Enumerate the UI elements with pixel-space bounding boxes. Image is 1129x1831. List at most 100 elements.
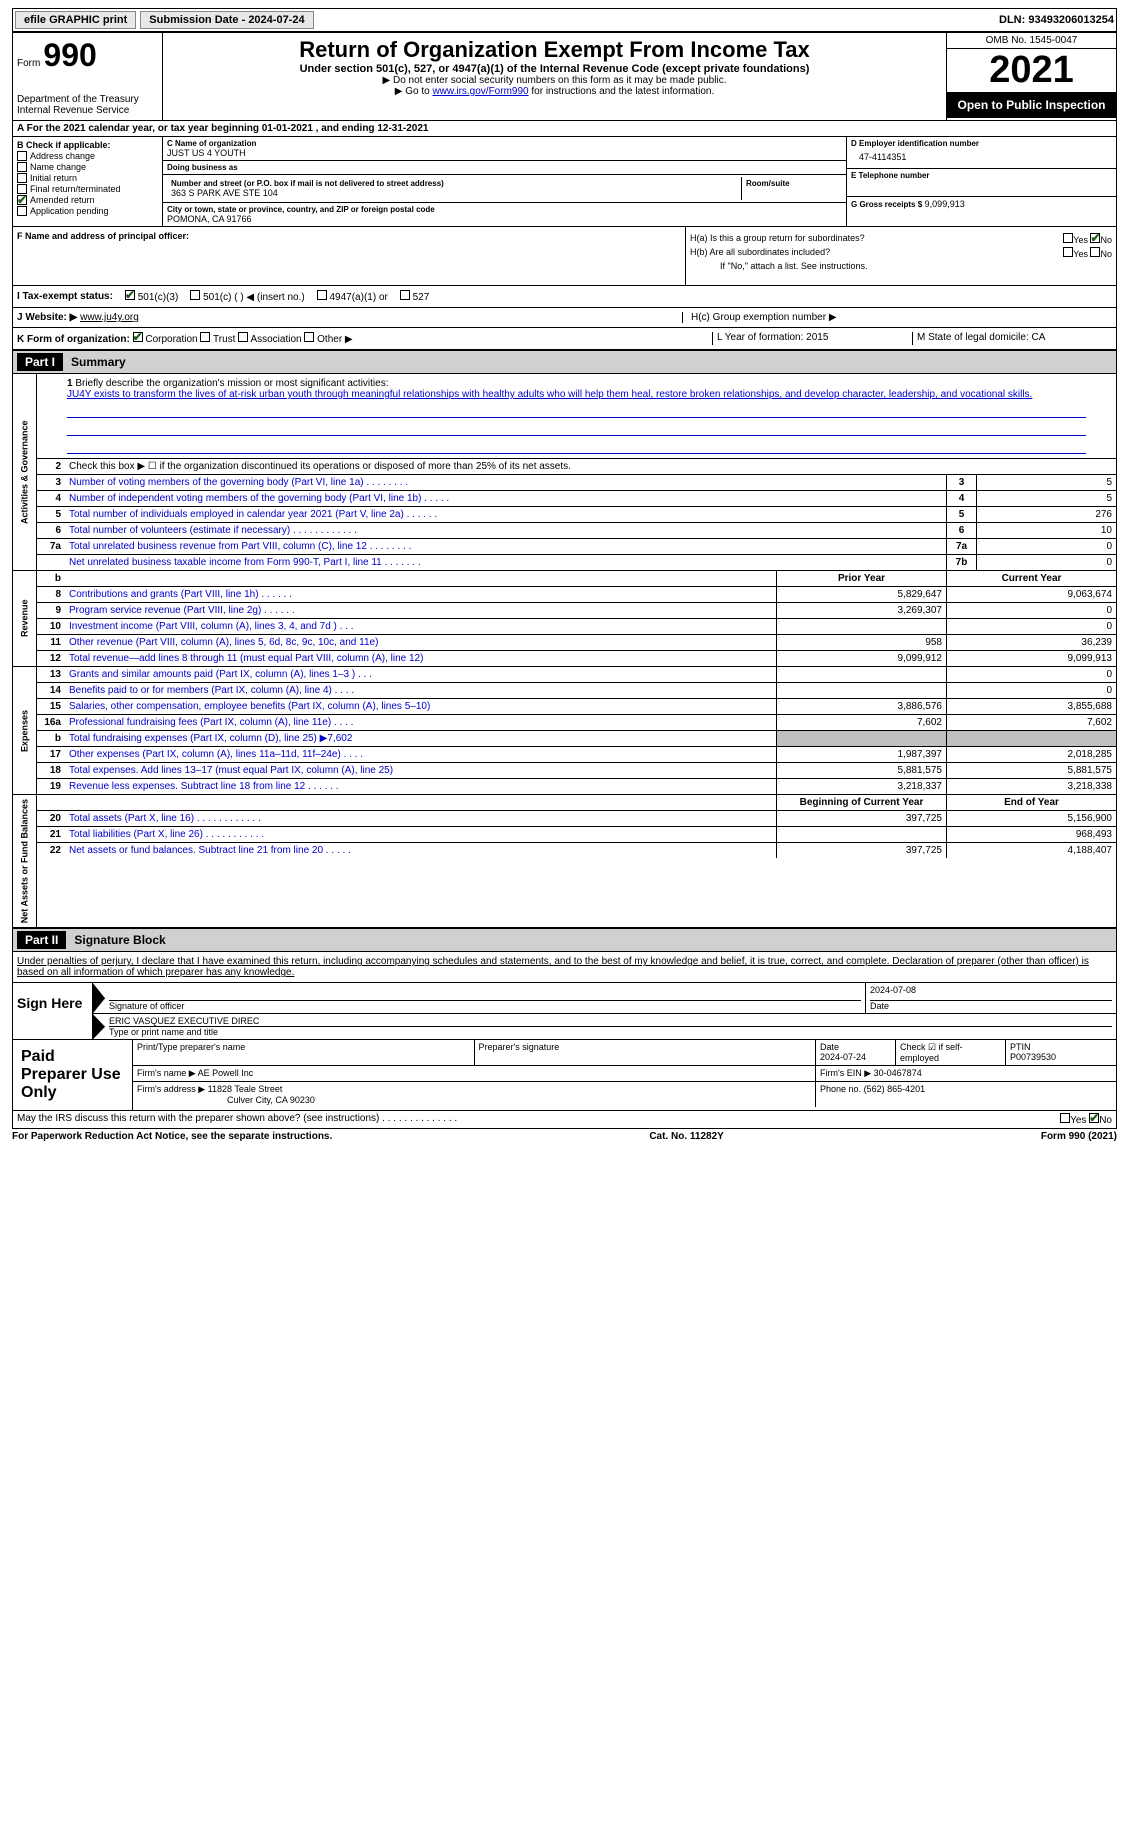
part2-title: Signature Block	[74, 933, 165, 947]
street-value: 363 S PARK AVE STE 104	[171, 188, 737, 198]
cb-assoc[interactable]	[238, 332, 248, 342]
line2-text: Check this box ▶ ☐ if the organization d…	[65, 459, 1116, 474]
website-label: J Website: ▶	[17, 312, 77, 323]
gross-label: G Gross receipts $	[851, 200, 922, 209]
form-number: 990	[43, 37, 96, 73]
ein-value: 47-4114351	[851, 148, 1112, 166]
side-label-exp: Expenses	[13, 667, 37, 794]
cb-hb-yes[interactable]	[1063, 247, 1073, 257]
cb-501c3[interactable]	[125, 290, 135, 300]
firm-ein: 30-0467874	[874, 1068, 922, 1078]
goto-pre: ▶ Go to	[395, 86, 433, 97]
year-formation: L Year of formation: 2015	[712, 332, 912, 345]
officer-value	[17, 241, 681, 281]
summary-line: 7aTotal unrelated business revenue from …	[37, 539, 1116, 555]
org-name-label: C Name of organization	[167, 139, 842, 148]
street-label: Number and street (or P.O. box if mail i…	[171, 179, 737, 188]
cb-corp[interactable]	[133, 332, 143, 342]
cb-ha-yes[interactable]	[1063, 233, 1073, 243]
section-bcd: B Check if applicable: Address change Na…	[12, 137, 1117, 227]
form-subtitle: Under section 501(c), 527, or 4947(a)(1)…	[167, 63, 942, 75]
mission-text: JU4Y exists to transform the lives of at…	[67, 389, 1032, 400]
cb-name-change[interactable]	[17, 162, 27, 172]
row-fh: F Name and address of principal officer:…	[12, 227, 1117, 286]
ptin-value: P00739530	[1010, 1052, 1056, 1062]
firm-addr2: Culver City, CA 90230	[137, 1095, 315, 1105]
cb-discuss-no[interactable]	[1089, 1113, 1099, 1123]
state-domicile: M State of legal domicile: CA	[912, 332, 1112, 345]
lbl-final-return: Final return/terminated	[30, 184, 121, 194]
submission-date-button[interactable]: Submission Date - 2024-07-24	[140, 11, 313, 29]
lbl-corp: Corporation	[145, 334, 197, 345]
city-label: City or town, state or province, country…	[167, 205, 842, 214]
hdr-begin-year: Beginning of Current Year	[776, 795, 946, 810]
ha-no: No	[1100, 235, 1112, 245]
officer-name: ERIC VASQUEZ EXECUTIVE DIREC	[109, 1016, 1112, 1027]
side-label-rev: Revenue	[13, 571, 37, 666]
org-name: JUST US 4 YOUTH	[167, 148, 842, 158]
ha-yes: Yes	[1073, 235, 1088, 245]
cb-hb-no[interactable]	[1090, 247, 1100, 257]
cb-initial-return[interactable]	[17, 173, 27, 183]
part2-header: Part II Signature Block	[12, 928, 1117, 952]
irs-link[interactable]: www.irs.gov/Form990	[432, 86, 528, 97]
phone-value: (562) 865-4201	[864, 1084, 926, 1094]
hdr-current-year: Current Year	[946, 571, 1116, 586]
summary-line: 3Number of voting members of the governi…	[37, 475, 1116, 491]
summary-exp-block: Expenses 13Grants and similar amounts pa…	[12, 667, 1117, 795]
part1-header: Part ISummary	[12, 350, 1117, 374]
tel-label: E Telephone number	[851, 171, 1112, 180]
prep-date: 2024-07-24	[820, 1052, 866, 1062]
hb-note: If "No," attach a list. See instructions…	[690, 261, 1112, 271]
hb-label: H(b) Are all subordinates included?	[690, 247, 830, 259]
website-value: www.ju4y.org	[80, 312, 139, 323]
cb-other[interactable]	[304, 332, 314, 342]
lbl-name-change: Name change	[30, 162, 86, 172]
summary-rev-block: Revenue bPrior YearCurrent Year 8Contrib…	[12, 571, 1117, 667]
firm-addr1: 11828 Teale Street	[208, 1084, 283, 1094]
summary-line: 9Program service revenue (Part VIII, lin…	[37, 603, 1116, 619]
cb-amended-return[interactable]	[17, 195, 27, 205]
summary-line: 17Other expenses (Part IX, column (A), l…	[37, 747, 1116, 763]
form-org-row: K Form of organization: Corporation Trus…	[12, 328, 1117, 350]
ein-label: D Employer identification number	[851, 139, 1112, 148]
summary-line: 12Total revenue—add lines 8 through 11 (…	[37, 651, 1116, 666]
box-d: D Employer identification number47-41143…	[846, 137, 1116, 226]
cb-501c[interactable]	[190, 290, 200, 300]
ptin-label: PTIN	[1010, 1042, 1031, 1052]
mission-label: Briefly describe the organization's miss…	[75, 378, 388, 389]
part1-title: Summary	[71, 355, 126, 369]
lbl-trust: Trust	[213, 334, 235, 345]
form-org-label: K Form of organization:	[17, 334, 130, 345]
department: Department of the Treasury Internal Reve…	[17, 94, 158, 116]
cb-4947[interactable]	[317, 290, 327, 300]
box-b-label: B Check if applicable:	[17, 140, 111, 150]
preparer-block: Paid Preparer Use Only Print/Type prepar…	[12, 1040, 1117, 1111]
sign-here-block: Sign Here Signature of officer 2024-07-0…	[12, 983, 1117, 1040]
cb-527[interactable]	[400, 290, 410, 300]
summary-line: 20Total assets (Part X, line 16) . . . .…	[37, 811, 1116, 827]
cb-discuss-yes[interactable]	[1060, 1113, 1070, 1123]
tax-year: 2021	[947, 49, 1116, 92]
efile-print-button[interactable]: efile GRAPHIC print	[15, 11, 136, 29]
summary-line: 15Salaries, other compensation, employee…	[37, 699, 1116, 715]
lbl-527: 527	[413, 292, 430, 303]
form-label: Form	[17, 58, 40, 69]
hb-yes: Yes	[1073, 249, 1088, 259]
cb-address-change[interactable]	[17, 151, 27, 161]
tel-value	[851, 180, 1112, 194]
dba-label: Doing business as	[167, 163, 842, 172]
summary-line: 13Grants and similar amounts paid (Part …	[37, 667, 1116, 683]
cb-ha-no[interactable]	[1090, 233, 1100, 243]
cb-trust[interactable]	[200, 332, 210, 342]
summary-line: 5Total number of individuals employed in…	[37, 507, 1116, 523]
arrow-icon	[93, 1014, 105, 1039]
part2-badge: Part II	[17, 931, 66, 949]
type-name-label: Type or print name and title	[109, 1027, 218, 1037]
firm-name: AE Powell Inc	[198, 1068, 254, 1078]
cb-app-pending[interactable]	[17, 206, 27, 216]
lbl-4947: 4947(a)(1) or	[329, 292, 387, 303]
summary-line: 11Other revenue (Part VIII, column (A), …	[37, 635, 1116, 651]
summary-line: 6Total number of volunteers (estimate if…	[37, 523, 1116, 539]
summary-line: 16aProfessional fundraising fees (Part I…	[37, 715, 1116, 731]
